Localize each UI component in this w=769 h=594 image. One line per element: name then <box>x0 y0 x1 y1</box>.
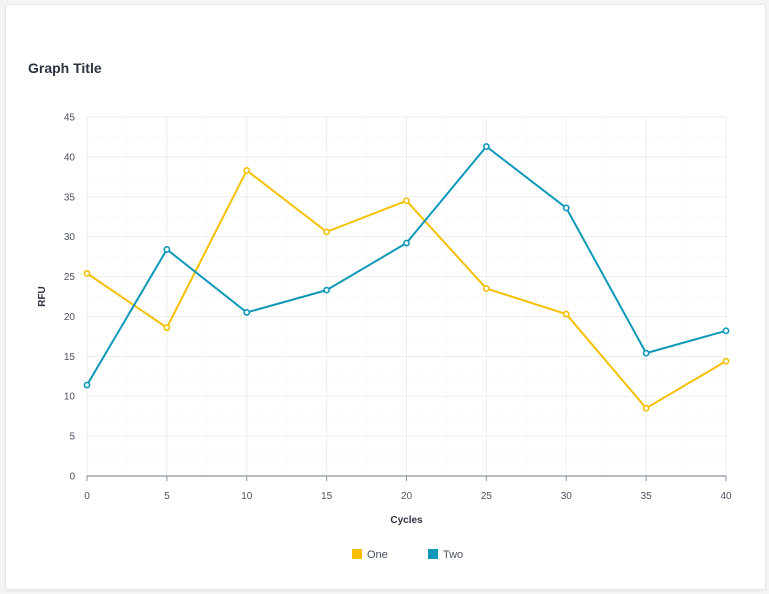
legend-swatch <box>352 549 362 559</box>
data-point-one[interactable] <box>642 404 650 412</box>
data-point-two[interactable] <box>83 381 91 389</box>
y-tick-label: 30 <box>64 232 76 243</box>
data-point-one[interactable] <box>403 197 410 205</box>
y-tick-label: 15 <box>64 352 76 363</box>
x-axis-label: Cycles <box>390 515 423 526</box>
legend[interactable]: One Two <box>352 549 463 561</box>
x-tick-label: 5 <box>164 491 170 502</box>
data-point-two[interactable] <box>163 246 171 253</box>
tick-labels: 0 5 10 15 20 25 30 35 40 0 5 10 15 20 25 30 35 40 45 <box>64 113 732 503</box>
chart-title: Graph Title <box>28 60 102 76</box>
data-point-two[interactable] <box>642 349 650 357</box>
data-point-one[interactable] <box>722 357 730 365</box>
legend-label: Two <box>443 549 463 561</box>
y-tick-label: 0 <box>69 472 75 483</box>
x-tick-label: 10 <box>241 491 253 502</box>
data-point-two[interactable] <box>403 239 410 247</box>
y-tick-label: 25 <box>64 272 76 283</box>
data-point-two[interactable] <box>722 327 730 335</box>
x-tick-label: 25 <box>481 491 493 502</box>
x-tick-label: 20 <box>401 491 413 502</box>
y-axis-label: RFU <box>37 286 48 307</box>
data-point-one[interactable] <box>243 167 251 174</box>
y-tick-label: 20 <box>64 312 76 323</box>
x-tick-label: 30 <box>561 491 573 502</box>
series-one <box>83 167 730 412</box>
legend-label: One <box>367 549 388 561</box>
y-tick-label: 45 <box>64 113 76 124</box>
series-layer <box>83 143 730 412</box>
data-point-one[interactable] <box>562 310 570 318</box>
data-point-one[interactable] <box>83 269 91 277</box>
x-tick-label: 35 <box>641 491 653 502</box>
y-tick-label: 10 <box>64 392 76 403</box>
legend-item-one[interactable]: One <box>352 549 388 561</box>
series-two <box>83 143 730 389</box>
data-point-two[interactable] <box>243 309 251 316</box>
y-tick-label: 5 <box>69 432 75 443</box>
axes <box>86 475 727 481</box>
data-point-two[interactable] <box>323 286 331 294</box>
legend-swatch <box>428 549 438 559</box>
x-tick-label: 0 <box>84 491 90 502</box>
legend-item-two[interactable]: Two <box>428 549 463 561</box>
x-tick-label: 40 <box>720 491 732 502</box>
y-tick-label: 35 <box>64 192 76 203</box>
data-point-one[interactable] <box>163 324 171 332</box>
y-tick-label: 40 <box>64 152 76 163</box>
data-point-two[interactable] <box>562 204 570 212</box>
data-point-one[interactable] <box>323 228 331 236</box>
data-point-two[interactable] <box>482 143 490 150</box>
data-point-one[interactable] <box>482 285 490 292</box>
x-tick-label: 15 <box>321 491 333 502</box>
chart-card <box>5 4 766 590</box>
